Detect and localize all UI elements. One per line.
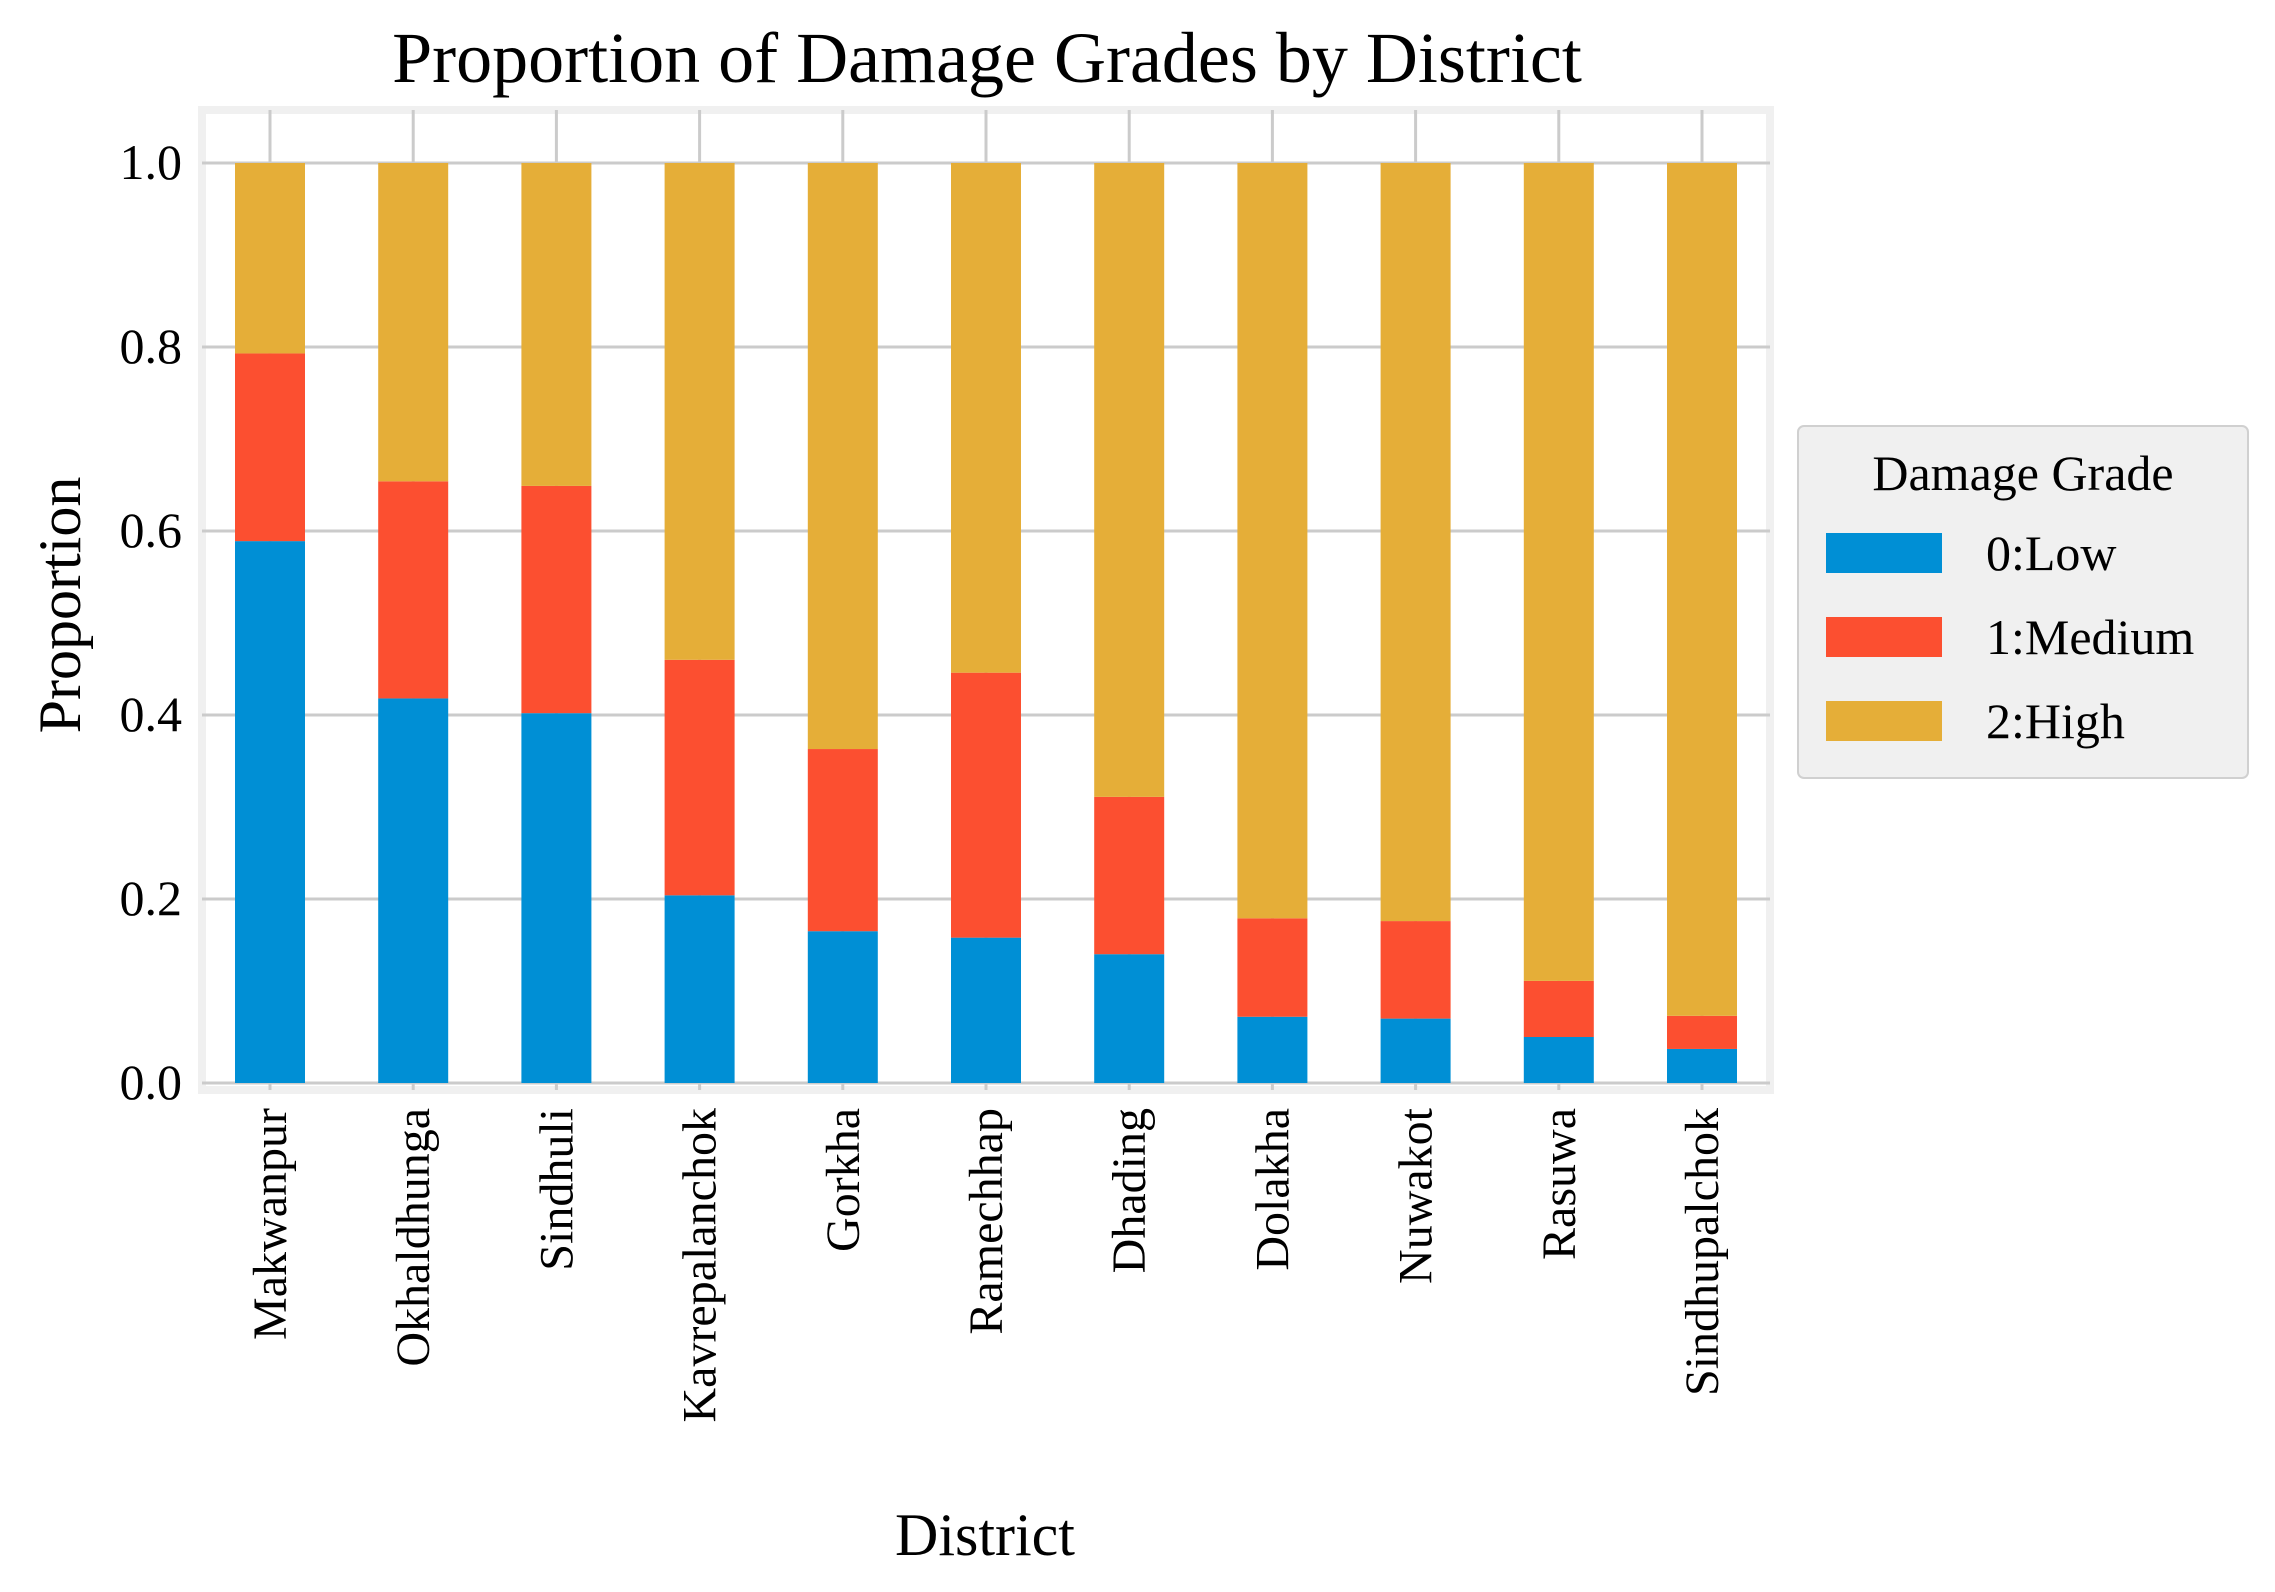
bar-segment — [378, 163, 449, 482]
legend-box — [1797, 425, 2249, 779]
y-tick-label: 0.4 — [120, 686, 183, 742]
bar-segment — [951, 937, 1021, 1083]
x-tick-label: Okhaldhunga — [387, 1108, 440, 1367]
bar-segment — [1380, 921, 1451, 1019]
legend-label: 2:High — [1986, 693, 2125, 749]
bar-segment — [1667, 1048, 1737, 1083]
x-axis-ticks: Makwanpur Okhaldhunga Sindhuli Kavrepalanch… — [244, 1107, 1729, 1422]
bar-segment — [1523, 980, 1594, 1037]
y-tick-label: 0.6 — [120, 502, 183, 558]
y-tick-label: 0.8 — [120, 318, 183, 374]
bar-segment — [807, 931, 878, 1083]
bar-segment — [378, 698, 449, 1083]
y-axis-label: Proportion — [27, 477, 93, 734]
legend: Damage Grade 0:Low 1:Medium 2:High — [1797, 425, 2249, 779]
bar-segment — [1237, 918, 1308, 1017]
bar-segment — [664, 659, 735, 896]
legend-swatch — [1826, 617, 1942, 657]
x-tick-label: Dolakha — [1246, 1108, 1299, 1271]
legend-label: 1:Medium — [1986, 609, 2194, 665]
y-tick-label: 0.0 — [120, 1054, 183, 1110]
bar-segment — [378, 481, 449, 699]
bar-segment — [1523, 163, 1594, 981]
bar-segment — [664, 895, 735, 1083]
bar-segment — [521, 163, 592, 486]
bars — [235, 163, 1737, 1083]
bar-segment — [951, 163, 1021, 673]
y-axis-ticks: 0.0 0.2 0.4 0.6 0.8 1.0 — [120, 134, 183, 1110]
bar-segment — [664, 163, 735, 660]
x-axis-label: District — [895, 1502, 1075, 1568]
bar-segment — [1237, 1016, 1308, 1083]
bar-segment — [1523, 1037, 1594, 1083]
legend-swatch — [1826, 533, 1942, 573]
legend-title: Damage Grade — [1872, 445, 2173, 501]
bar-segment — [951, 672, 1021, 938]
x-tick-label: Makwanpur — [244, 1108, 297, 1340]
legend-swatch — [1826, 701, 1942, 741]
y-tick-label: 1.0 — [120, 134, 183, 190]
x-tick-label: Kavrepalanchok — [674, 1108, 727, 1423]
bar-segment — [1094, 954, 1165, 1083]
bar-segment — [1237, 163, 1308, 919]
bar-segment — [807, 749, 878, 932]
x-tick-label: Rasuwa — [1533, 1108, 1586, 1260]
x-tick-label: Sindhuli — [530, 1108, 583, 1271]
legend-label: 0:Low — [1986, 525, 2117, 581]
bar-segment — [1094, 796, 1165, 955]
bar-segment — [807, 163, 878, 750]
chart-title: Proportion of Damage Grades by District — [392, 18, 1582, 98]
bar-segment — [1094, 163, 1165, 797]
bar-segment — [521, 485, 592, 714]
y-tick-label: 0.2 — [120, 870, 183, 926]
bar-segment — [235, 353, 305, 542]
x-tick-label: Dhading — [1103, 1108, 1156, 1273]
bar-segment — [1380, 163, 1451, 922]
legend-items: 0:Low 1:Medium 2:High — [1826, 525, 2194, 749]
bar-segment — [1667, 163, 1737, 1016]
x-tick-label: Nuwakot — [1390, 1107, 1443, 1284]
bar-segment — [1667, 1015, 1737, 1049]
bar-segment — [235, 541, 305, 1083]
x-tick-label: Gorkha — [817, 1108, 870, 1252]
bar-segment — [1380, 1018, 1451, 1083]
x-tick-label: Ramechhap — [960, 1108, 1013, 1335]
x-tick-label: Sindhupalchok — [1676, 1108, 1729, 1396]
bar-segment — [235, 163, 305, 354]
bar-segment — [521, 713, 592, 1083]
